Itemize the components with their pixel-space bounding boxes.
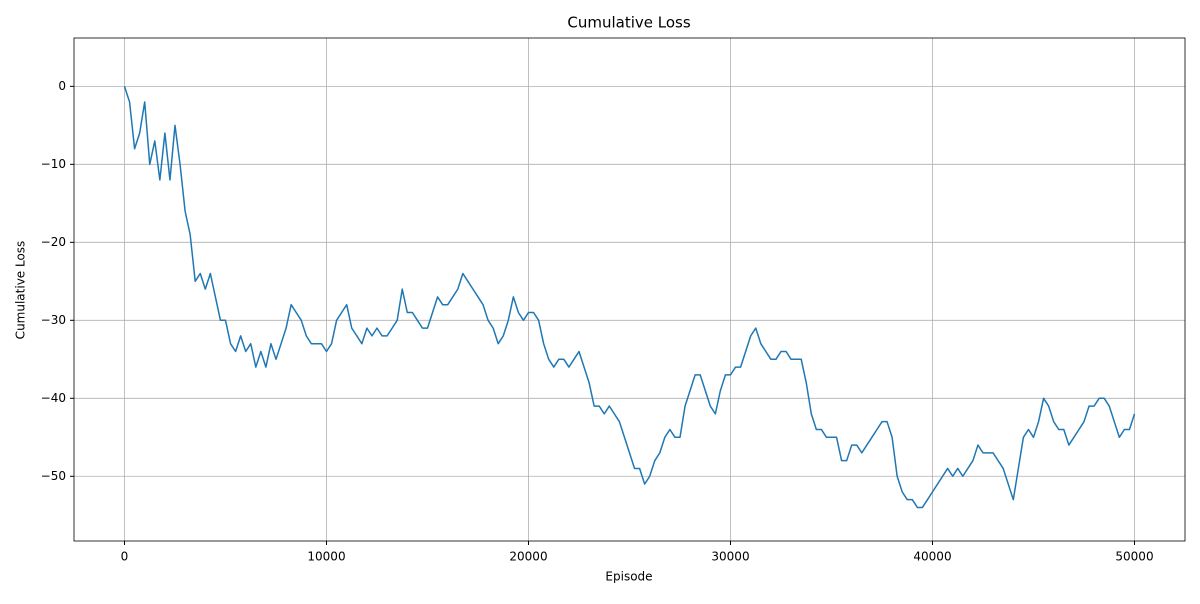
x-axis-label: Episode xyxy=(605,570,652,584)
y-tick-label: −50 xyxy=(41,469,66,483)
y-axis-label: Cumulative Loss xyxy=(14,241,28,340)
chart-title: Cumulative Loss xyxy=(567,14,690,32)
x-tick-label: 10000 xyxy=(307,550,345,564)
line-series xyxy=(123,86,1136,509)
y-tick-label: −30 xyxy=(41,313,66,327)
y-tick-label: 0 xyxy=(58,79,66,93)
x-tick-label: 20000 xyxy=(509,550,547,564)
x-tick-label: 50000 xyxy=(1115,550,1153,564)
x-tick-label: 0 xyxy=(121,550,129,564)
x-tick-label: 40000 xyxy=(913,550,951,564)
y-tick-label: −40 xyxy=(41,391,66,405)
x-tick-label: 30000 xyxy=(711,550,749,564)
plot-frame xyxy=(73,37,1186,542)
y-tick-label: −10 xyxy=(41,157,66,171)
y-tick-label: −20 xyxy=(41,235,66,249)
